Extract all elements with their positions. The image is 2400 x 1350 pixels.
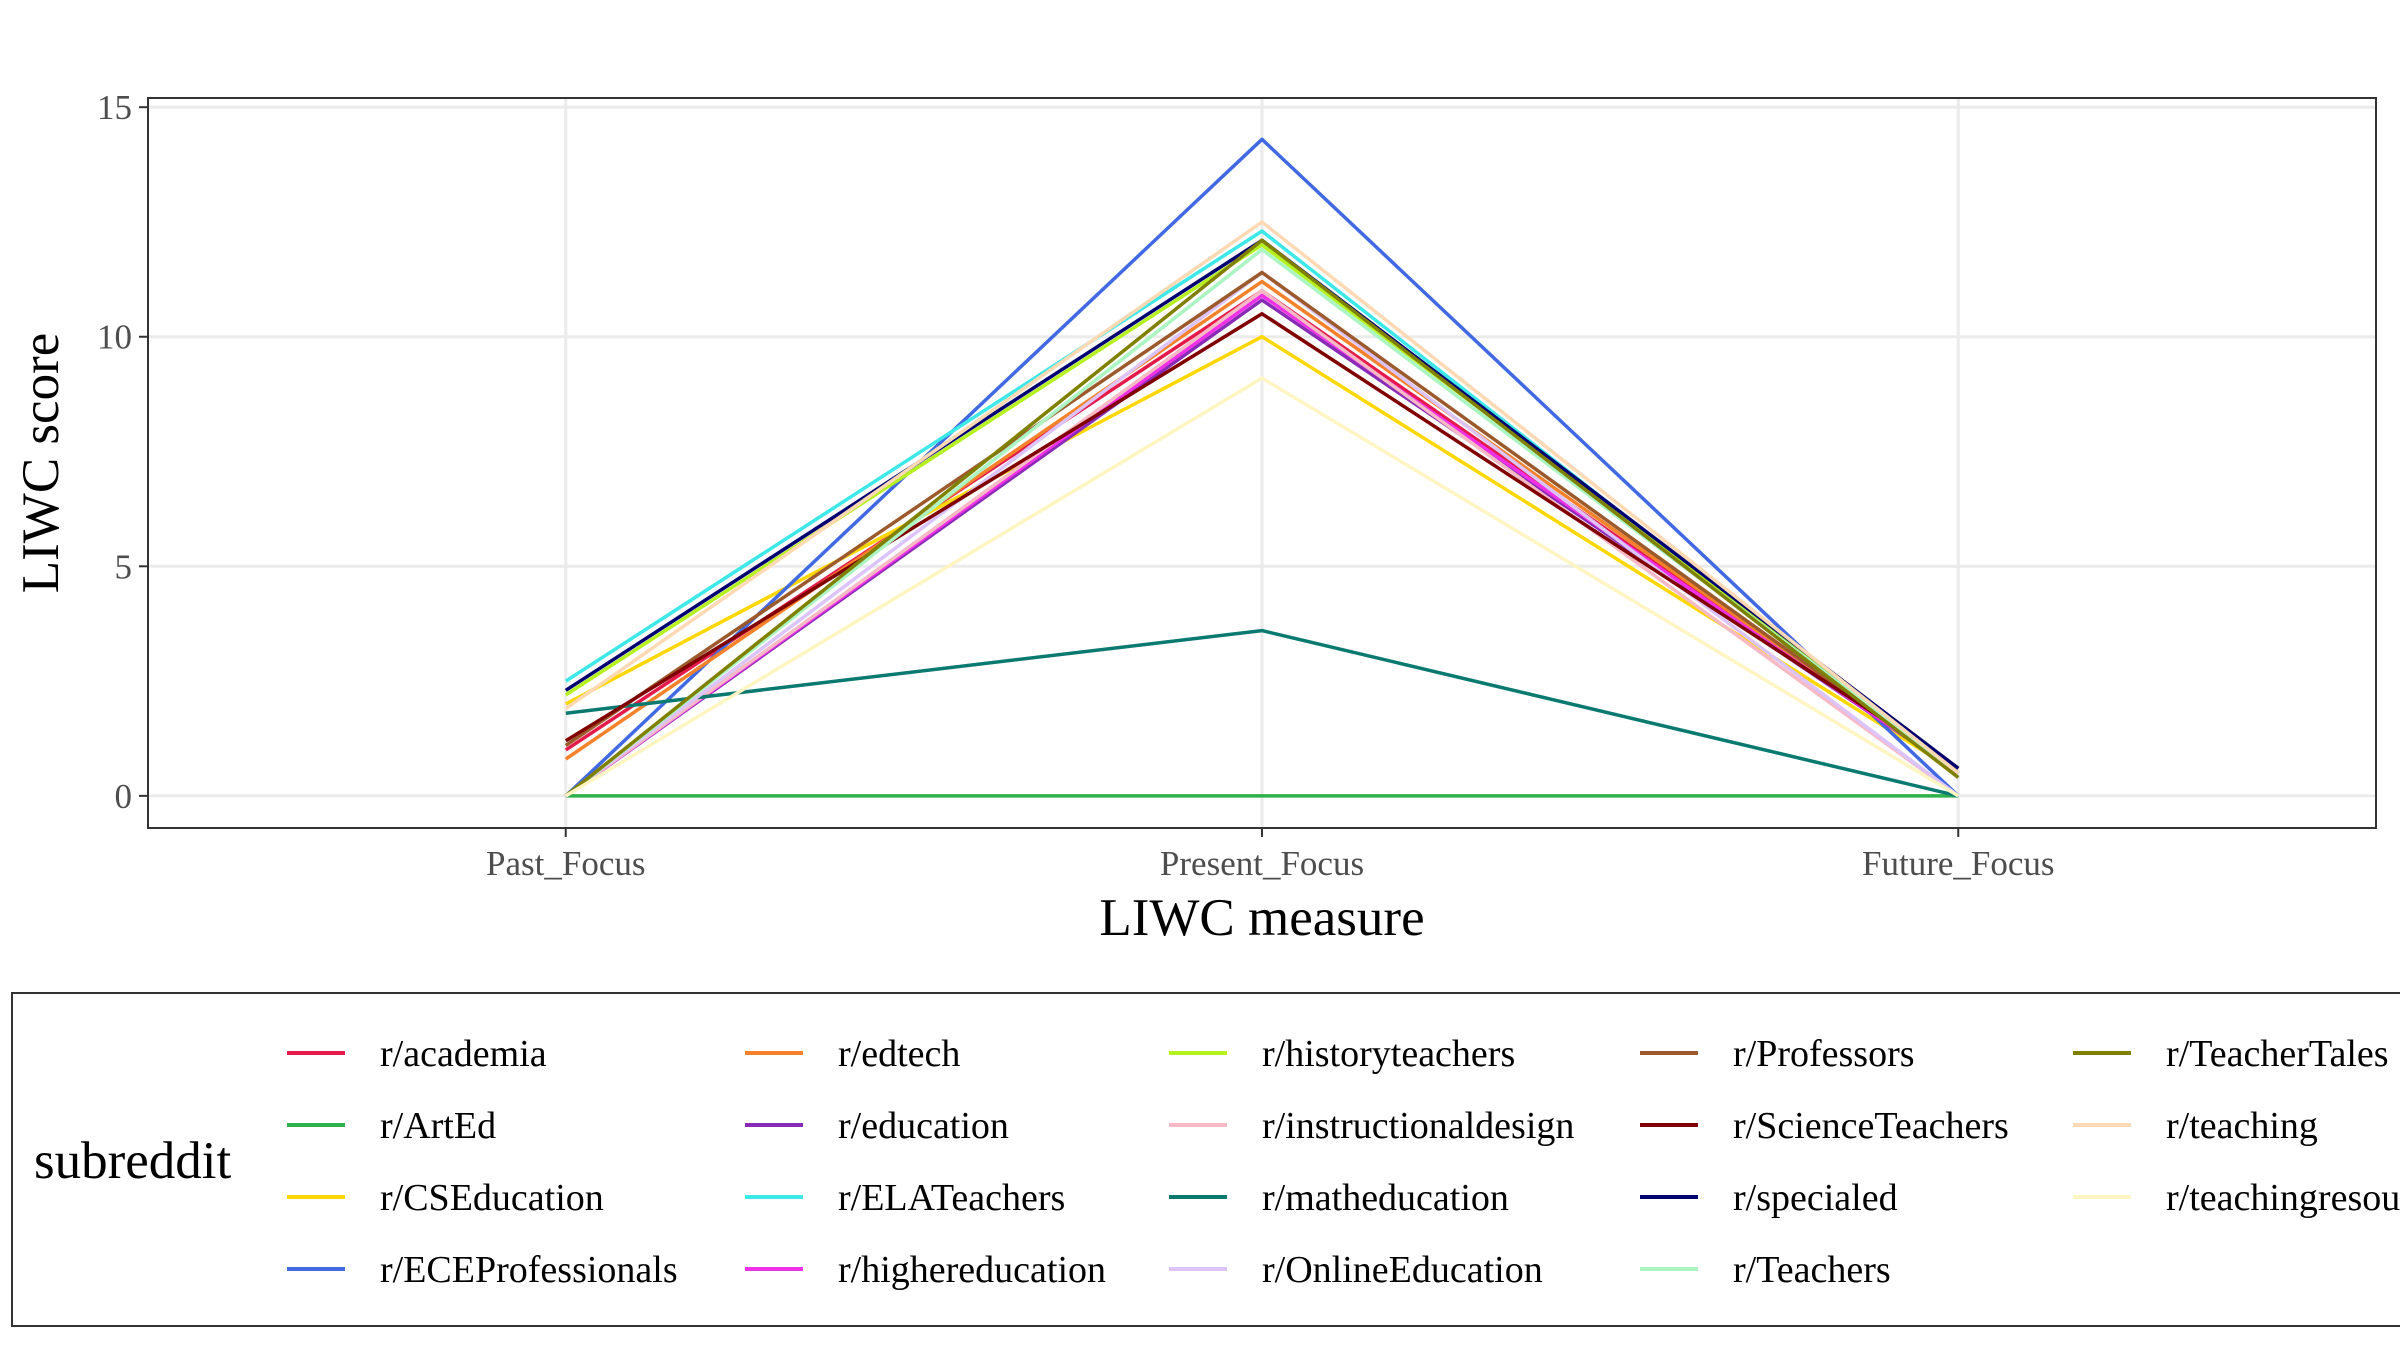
legend-label-historyteachers: r/historyteachers bbox=[1262, 1033, 1515, 1075]
series-line-matheducation bbox=[565, 628, 1959, 798]
series-line-teachertales bbox=[564, 238, 1960, 798]
legend-label-professors: r/Professors bbox=[1733, 1033, 1915, 1075]
series-line-instructionaldesign bbox=[564, 289, 1960, 798]
legend-box bbox=[11, 992, 2400, 1327]
x-axis: Past_Focus Present_Focus Future_Focus bbox=[486, 828, 2055, 883]
y-tick-label: 0 bbox=[115, 777, 133, 816]
y-tick-label: 5 bbox=[115, 547, 133, 586]
legend-title: subreddit bbox=[34, 1132, 232, 1190]
y-axis: 0 5 10 15 bbox=[97, 88, 148, 816]
legend-label-arted: r/ArtEd bbox=[380, 1105, 496, 1147]
series-line-teaching bbox=[564, 220, 1960, 775]
legend-label-instructionaldesign: r/instructionaldesign bbox=[1262, 1105, 1574, 1147]
series-line-teachingresources bbox=[564, 376, 1960, 798]
x-tick-label: Present_Focus bbox=[1160, 844, 1364, 883]
legend-label-edtech: r/edtech bbox=[838, 1033, 960, 1075]
legend: subreddit r/academia r/ArtEd r/CSEducation… bbox=[11, 992, 2400, 1327]
legend-label-matheducation: r/matheducation bbox=[1262, 1177, 1509, 1219]
series-line-professors bbox=[564, 270, 1960, 775]
legend-label-specialed: r/specialed bbox=[1733, 1177, 1898, 1219]
plot-panel bbox=[147, 97, 2377, 829]
legend-items: r/academia r/ArtEd r/CSEducation r/ECEProfe… bbox=[287, 1033, 2400, 1291]
x-tick-label: Future_Focus bbox=[1862, 844, 2055, 883]
legend-label-teachertales: r/TeacherTales bbox=[2166, 1033, 2389, 1075]
legend-label-education: r/education bbox=[838, 1105, 1009, 1147]
x-tick-label: Past_Focus bbox=[486, 844, 645, 883]
legend-label-academia: r/academia bbox=[380, 1033, 547, 1075]
legend-label-highereducation: r/highereducation bbox=[838, 1249, 1106, 1291]
legend-label-scienceteachers: r/ScienceTeachers bbox=[1733, 1105, 2009, 1147]
legend-label-eceprofessionals: r/ECEProfessionals bbox=[380, 1249, 678, 1291]
legend-label-elateachers: r/ELATeachers bbox=[838, 1177, 1065, 1219]
legend-label-onlineeducation: r/OnlineEducation bbox=[1262, 1249, 1543, 1291]
x-axis-title: LIWC measure bbox=[1099, 889, 1424, 947]
series-line-scienceteachers bbox=[564, 312, 1960, 770]
y-tick-label: 10 bbox=[97, 318, 132, 357]
legend-label-teaching: r/teaching bbox=[2166, 1105, 2318, 1147]
legend-label-teachers: r/Teachers bbox=[1733, 1249, 1891, 1291]
legend-label-teachingresources: r/teachingresources bbox=[2166, 1177, 2400, 1219]
series-lines bbox=[564, 137, 1960, 798]
series-line-eceprofessionals bbox=[564, 137, 1960, 798]
legend-label-cseducation: r/CSEducation bbox=[380, 1177, 604, 1219]
y-tick-label: 15 bbox=[97, 88, 132, 127]
y-axis-title: LIWC score bbox=[12, 333, 70, 593]
